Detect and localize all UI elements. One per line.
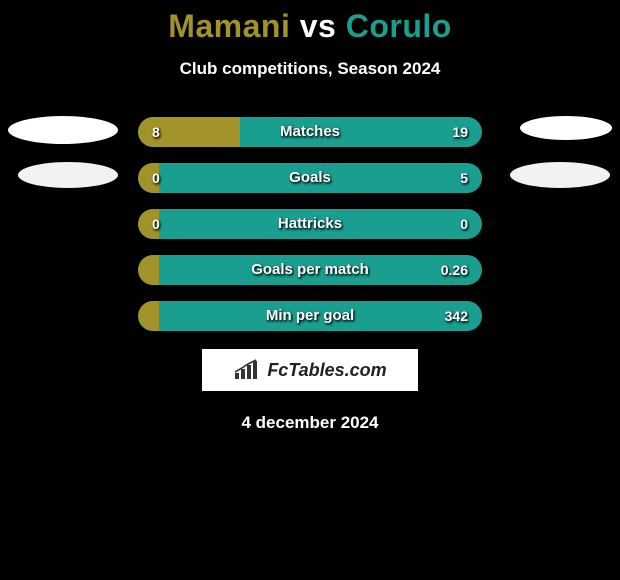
stat-value-right: 5: [460, 163, 468, 193]
player2-name: Corulo: [346, 8, 452, 44]
stat-label: Min per goal: [138, 301, 482, 331]
comparison-panel: Mamani vs Corulo Club competitions, Seas…: [0, 0, 620, 433]
stat-label: Goals: [138, 163, 482, 193]
stat-label: Goals per match: [138, 255, 482, 285]
stat-row: Min per goal 342: [138, 301, 482, 331]
stat-value-right: 0: [460, 209, 468, 239]
team-oval-left-1: [8, 116, 118, 144]
stat-label: Hattricks: [138, 209, 482, 239]
stat-value-right: 342: [445, 301, 468, 331]
stat-label: Matches: [138, 117, 482, 147]
stat-row: 0 Hattricks 0: [138, 209, 482, 239]
stat-row: 8 Matches 19: [138, 117, 482, 147]
barchart-icon: [233, 359, 261, 381]
subtitle: Club competitions, Season 2024: [0, 59, 620, 79]
team-oval-right-2: [510, 162, 610, 188]
branding-box: FcTables.com: [202, 349, 418, 391]
stats-rows: 8 Matches 19 0 Goals 5 0 Hattricks 0 Goa…: [138, 117, 482, 331]
page-title: Mamani vs Corulo: [0, 8, 620, 45]
stat-row: 0 Goals 5: [138, 163, 482, 193]
branding-text: FcTables.com: [267, 360, 386, 381]
date-text: 4 december 2024: [0, 413, 620, 433]
stat-value-right: 0.26: [441, 255, 468, 285]
stat-value-right: 19: [452, 117, 468, 147]
team-oval-left-2: [18, 162, 118, 188]
player1-name: Mamani: [168, 8, 290, 44]
title-vs: vs: [300, 8, 337, 44]
stat-row: Goals per match 0.26: [138, 255, 482, 285]
team-oval-right-1: [520, 116, 612, 140]
